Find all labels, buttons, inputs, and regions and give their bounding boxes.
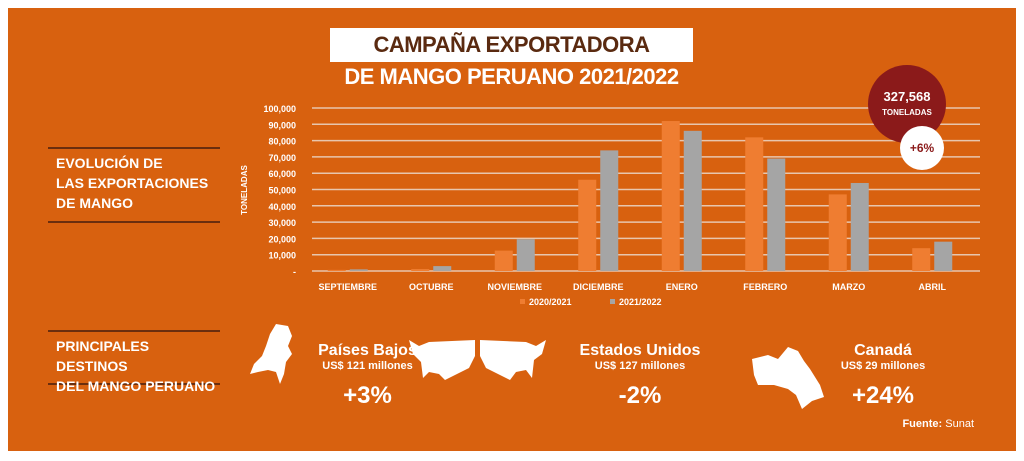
bar-2020-2021 xyxy=(828,194,847,271)
y-tick-label: 90,000 xyxy=(268,120,296,130)
section-line: EVOLUCIÓN DE xyxy=(56,155,163,171)
bar-2020-2021 xyxy=(327,269,346,271)
netherlands-map-icon xyxy=(250,324,292,384)
bar-2021-2022 xyxy=(767,158,786,271)
y-tick-label: - xyxy=(293,267,296,277)
bar-2020-2021 xyxy=(578,179,597,271)
section-line: PRINCIPALES DESTINOS xyxy=(56,338,150,374)
section-line: LAS EXPORTACIONES xyxy=(56,175,209,191)
bar-2021-2022 xyxy=(683,130,702,271)
bar-2021-2022 xyxy=(433,266,452,271)
destination-value: US$ 127 millones xyxy=(594,360,686,372)
x-tick-label: SEPTIEMBRE xyxy=(318,282,377,292)
usa-map-icon xyxy=(409,340,475,380)
y-tick-label: 20,000 xyxy=(268,234,296,244)
source-value: Sunat xyxy=(945,418,974,430)
bar-2020-2021 xyxy=(912,248,931,271)
bar-2020-2021 xyxy=(745,137,764,271)
section-destinations-label: PRINCIPALES DESTINOS DEL MANGO PERUANO xyxy=(48,330,220,394)
y-tick-label: 40,000 xyxy=(268,202,296,212)
bar-2020-2021 xyxy=(494,250,513,271)
y-axis-label: TONELADAS xyxy=(240,165,249,215)
bar-2020-2021 xyxy=(411,269,430,271)
destination-change: +24% xyxy=(851,382,915,409)
section-line: DE MANGO xyxy=(56,195,133,211)
source-note: Fuente: Sunat xyxy=(902,418,974,430)
x-tick-label: OCTUBRE xyxy=(409,282,454,292)
bar-2021-2022 xyxy=(850,182,869,271)
legend-label: 2021/2022 xyxy=(619,297,662,307)
change-badge: +6% xyxy=(900,126,944,170)
source-label: Fuente: xyxy=(902,418,943,430)
badge-total: 327,568 xyxy=(883,89,931,104)
destination-value: US$ 29 millones xyxy=(840,360,926,372)
bar-2021-2022 xyxy=(516,239,535,271)
usa-map-icon xyxy=(480,340,546,380)
legend-label: 2020/2021 xyxy=(529,297,572,307)
x-tick-label: FEBRERO xyxy=(743,282,787,292)
bar-2020-2021 xyxy=(661,121,680,271)
bar-2021-2022 xyxy=(934,241,953,271)
bar-2021-2022 xyxy=(600,150,619,271)
x-tick-label: NOVIEMBRE xyxy=(487,282,542,292)
bar-2021-2022 xyxy=(349,269,368,271)
badge-unit: TONELADAS xyxy=(882,108,932,117)
x-tick-label: ENERO xyxy=(666,282,698,292)
legend-swatch xyxy=(610,299,615,304)
y-tick-label: 10,000 xyxy=(268,251,296,261)
destination-name: Estados Unidos xyxy=(579,342,701,359)
destination-name: Países Bajos xyxy=(318,342,417,359)
y-tick-label: 30,000 xyxy=(268,218,296,228)
y-tick-label: 80,000 xyxy=(268,137,296,147)
destination-change: -2% xyxy=(618,382,662,409)
title-line-2: DE MANGO PERUANO 2021/2022 xyxy=(344,64,679,89)
title-line-1: CAMPAÑA EXPORTADORA xyxy=(330,28,693,62)
destination-name: Canadá xyxy=(854,342,912,359)
x-tick-label: ABRIL xyxy=(919,282,947,292)
section-line: DEL MANGO PERUANO xyxy=(56,378,216,394)
y-tick-label: 60,000 xyxy=(268,169,296,179)
y-tick-label: 70,000 xyxy=(268,153,296,163)
y-tick-label: 100,000 xyxy=(263,104,296,114)
destination-netherlands: Países Bajos US$ 121 millones +3% xyxy=(305,342,430,410)
legend-swatch xyxy=(520,299,525,304)
destination-usa: Estados Unidos US$ 127 millones -2% xyxy=(575,342,705,410)
destination-value: US$ 121 millones xyxy=(322,360,413,372)
destination-change: +3% xyxy=(343,382,392,409)
destination-canada: Canadá US$ 29 millones +24% xyxy=(828,342,938,410)
x-tick-label: MARZO xyxy=(832,282,865,292)
section-exports-label: EVOLUCIÓN DE LAS EXPORTACIONES DE MANGO xyxy=(48,147,220,223)
canada-map-icon xyxy=(752,347,824,409)
y-tick-label: 50,000 xyxy=(268,186,296,196)
x-tick-label: DICIEMBRE xyxy=(573,282,624,292)
